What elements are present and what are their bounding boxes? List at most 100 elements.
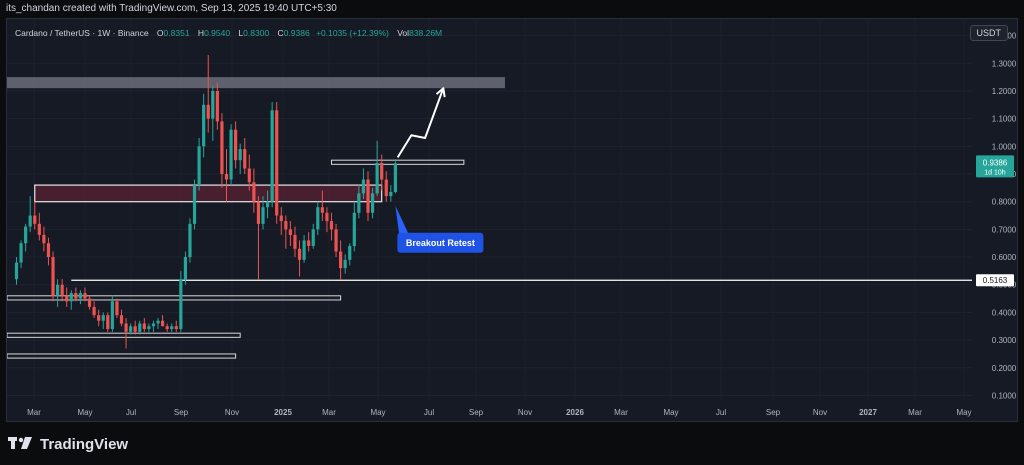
candle-body (33, 215, 37, 224)
y-tick-label: 0.1000 (992, 391, 1017, 400)
projection-arrow (396, 87, 445, 158)
callout-pointer (395, 205, 410, 236)
candle-body (275, 110, 279, 216)
candle-body (380, 162, 384, 180)
low-value: 0.8300 (243, 28, 270, 38)
candle-body (28, 215, 32, 227)
candle-body (83, 293, 87, 299)
zone-box (7, 295, 342, 301)
candle-body (142, 323, 146, 330)
x-tick-label: Sep (469, 408, 484, 417)
high-key: H (197, 28, 205, 38)
x-tick-label: Mar (322, 408, 336, 417)
candle-body (224, 174, 229, 180)
ohlc-legend: Cardano / TetherUS · 1W · Binance O0.835… (15, 28, 442, 38)
candle-body (183, 257, 188, 280)
zone-box (7, 353, 237, 359)
candle-body (265, 201, 270, 208)
candle-body (115, 301, 119, 316)
x-tick-label: May (370, 408, 385, 417)
x-tick-label: Mar (27, 408, 41, 417)
candle-body (229, 129, 233, 180)
candle-body (14, 262, 19, 280)
candle-body (293, 234, 297, 249)
x-tick-label: Mar (908, 408, 922, 417)
x-tick-label: Jul (424, 408, 434, 417)
candle-body (243, 149, 247, 169)
symbol-title: Cardano / TetherUS · 1W · Binance (15, 28, 149, 38)
candlestick-chart[interactable]: 1.40001.30001.20001.10001.00000.90000.80… (7, 19, 1017, 421)
x-tick-label: May (663, 408, 678, 417)
x-tick-label: Nov (225, 408, 239, 417)
footer-brand: TradingView (8, 433, 128, 455)
candle-body (124, 323, 128, 332)
x-tick-label: Nov (518, 408, 532, 417)
x-tick-label: Mar (614, 408, 628, 417)
candle-body (366, 179, 370, 213)
open-key: O (156, 28, 164, 38)
y-tick-label: 0.6000 (992, 253, 1017, 262)
candle-body (316, 207, 320, 230)
candle-body (393, 163, 397, 192)
candle-body (357, 193, 361, 213)
tradingview-logo-icon (8, 437, 32, 449)
candle-body (179, 279, 183, 330)
top-bar: its_chandan created with TradingView.com… (0, 0, 1024, 18)
candle-body (87, 298, 92, 307)
candle-body (325, 212, 329, 222)
level-price-label: 0.5163 (983, 276, 1008, 285)
candle-body (119, 315, 124, 324)
close-key: C (277, 28, 284, 38)
last-price-label: 0.9386 (983, 158, 1008, 167)
candle-body (279, 215, 283, 222)
x-tick-label: Sep (766, 408, 781, 417)
candle-body (129, 326, 133, 332)
zone-box (330, 159, 465, 165)
candle-body (261, 207, 265, 224)
x-tick-label: Nov (813, 408, 827, 417)
candle-body (92, 306, 96, 316)
currency-button[interactable]: USDT (969, 25, 1008, 41)
candle-body (151, 323, 156, 327)
x-tick-label: May (956, 408, 971, 417)
x-tick-label: 2027 (859, 408, 877, 417)
chart-panel[interactable]: 1.40001.30001.20001.10001.00000.90000.80… (6, 18, 1018, 422)
y-tick-label: 1.2000 (992, 87, 1017, 96)
candle-body (19, 243, 23, 263)
candle-body (211, 90, 215, 119)
zone-box (34, 184, 383, 203)
x-tick-label: 2025 (274, 408, 292, 417)
credit-text: its_chandan created with TradingView.com… (6, 3, 337, 14)
candle-body (147, 326, 151, 330)
y-tick-label: 0.8000 (992, 198, 1017, 207)
footer-brand-text: TradingView (40, 435, 129, 453)
candle-body (384, 179, 388, 197)
zone-box (7, 332, 241, 338)
candle-body (202, 104, 206, 147)
zone-box (7, 77, 505, 89)
candle-body (138, 323, 142, 332)
bar-countdown-label: 1d 10h (984, 169, 1006, 176)
candle-body (334, 229, 338, 252)
candle-body (288, 229, 292, 235)
candle-body (46, 243, 51, 258)
candle-body (51, 257, 55, 296)
candle-body (42, 234, 46, 244)
candle-body (156, 320, 160, 324)
candle-body (78, 293, 83, 299)
candle-body (215, 90, 219, 122)
candle-body (307, 240, 311, 246)
candle-body (339, 251, 343, 269)
candle-body (375, 162, 379, 194)
candle-body (165, 326, 169, 330)
close-value: 0.9386 (283, 28, 310, 38)
candle-body (74, 293, 78, 299)
projection-arrow-head (435, 87, 446, 98)
x-tick-label: Jul (716, 408, 726, 417)
callout-box (397, 232, 484, 253)
candle-body (197, 146, 201, 186)
change-value: +0.1035 (+12.39%) (316, 28, 389, 38)
candle-body (174, 326, 178, 330)
y-tick-label: 0.7000 (992, 225, 1017, 234)
candle-body (348, 245, 352, 260)
